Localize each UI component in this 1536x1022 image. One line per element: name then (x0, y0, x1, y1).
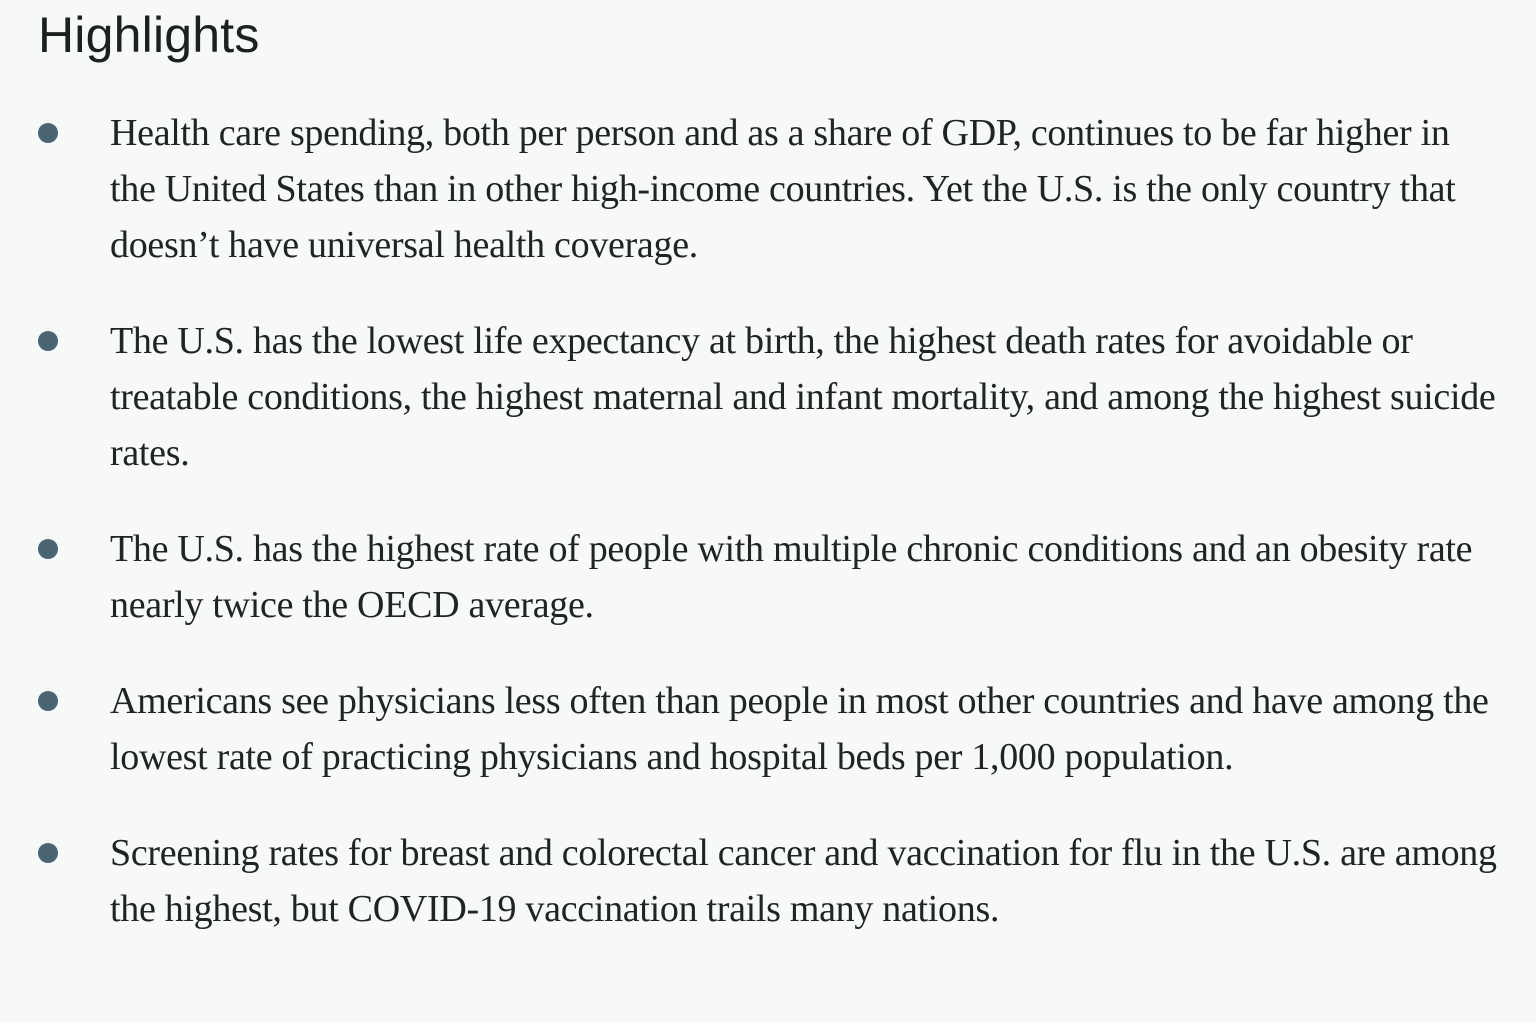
highlight-text: The U.S. has the lowest life expectancy … (110, 320, 1496, 474)
list-item: Americans see physicians less often than… (38, 673, 1536, 785)
highlight-text: Screening rates for breast and colorecta… (110, 832, 1497, 930)
highlight-text: The U.S. has the highest rate of people … (110, 528, 1473, 626)
bullet-icon (38, 843, 58, 863)
list-item: The U.S. has the highest rate of people … (38, 521, 1536, 633)
list-item: Screening rates for breast and colorecta… (38, 825, 1536, 937)
highlight-text: Americans see physicians less often than… (110, 680, 1489, 778)
bullet-icon (38, 539, 58, 559)
list-item: Health care spending, both per person an… (38, 105, 1536, 273)
bullet-icon (38, 691, 58, 711)
highlight-text: Health care spending, both per person an… (110, 112, 1456, 266)
list-item: The U.S. has the lowest life expectancy … (38, 313, 1536, 481)
bullet-icon (38, 123, 58, 143)
bullet-icon (38, 331, 58, 351)
highlights-list: Health care spending, both per person an… (38, 105, 1536, 937)
section-title: Highlights (38, 7, 260, 63)
